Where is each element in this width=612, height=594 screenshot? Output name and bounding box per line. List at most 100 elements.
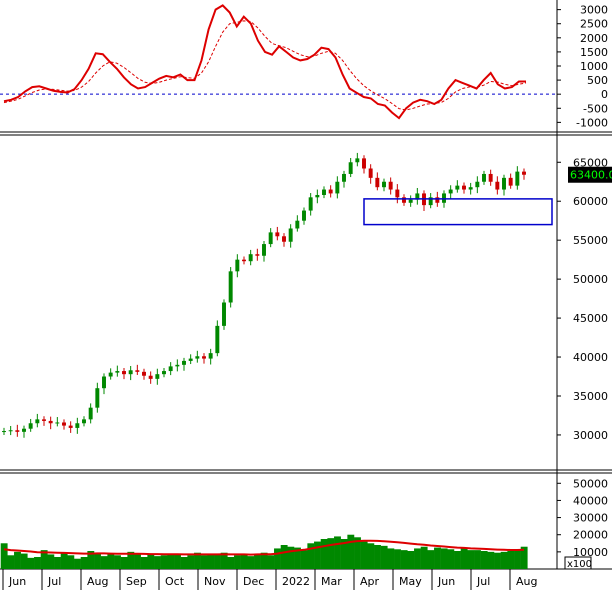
candle-body — [48, 420, 53, 424]
volume-bar — [140, 557, 148, 569]
candle-body — [475, 181, 480, 188]
volume-bar — [327, 538, 335, 569]
candle-body — [135, 370, 140, 372]
volume-bar — [214, 553, 221, 569]
candle-body — [162, 371, 166, 375]
candle-body — [468, 187, 473, 190]
candle-body — [402, 197, 406, 203]
oscillator-y-tick-label: 0 — [601, 88, 608, 101]
candle-body — [248, 254, 253, 262]
candle-body — [108, 372, 113, 377]
volume-bar — [280, 545, 288, 569]
candle-body — [115, 371, 120, 373]
candle-body — [215, 325, 220, 354]
volume-bar — [494, 552, 501, 569]
volume-bar — [434, 547, 441, 569]
volume-bar — [354, 537, 361, 569]
oscillator-signal-line — [3, 20, 527, 111]
price-y-tick-label: 30000 — [573, 429, 608, 442]
volume-bar — [127, 551, 135, 569]
candle-body — [315, 194, 320, 198]
candle-body — [502, 177, 506, 190]
candle-body — [68, 425, 73, 428]
volume-bar — [187, 555, 195, 569]
candle-body — [388, 181, 393, 190]
x-tick-label: Dec — [243, 575, 264, 588]
candle-body — [288, 228, 293, 242]
volume-bar — [320, 539, 328, 569]
candle-body — [155, 374, 160, 379]
volume-bar — [47, 554, 55, 569]
last-price-label: 63400.00 — [570, 169, 612, 182]
candle-body — [435, 197, 440, 203]
oscillator-y-tick-label: -500 — [583, 102, 608, 115]
candle-body — [428, 197, 433, 206]
volume-bar — [387, 548, 395, 569]
volume-bar — [120, 557, 128, 569]
volume-bar — [220, 552, 228, 569]
x-tick-label: Oct — [165, 575, 185, 588]
volume-bar — [74, 558, 81, 569]
candle-body — [342, 173, 346, 182]
candle-body — [188, 358, 193, 361]
oscillator-y-tick-label: 2500 — [580, 18, 608, 31]
oscillator-y-tick-label: 1500 — [580, 46, 608, 59]
candle-body — [142, 371, 146, 376]
volume-bar — [374, 545, 381, 569]
volume-bar — [240, 553, 248, 569]
volume-bar — [154, 556, 161, 569]
oscillator-line — [3, 4, 526, 120]
candle-body — [242, 259, 246, 262]
volume-bar — [440, 548, 448, 569]
volume-bar — [500, 551, 508, 569]
volume-bar — [380, 545, 388, 569]
candle-body — [522, 171, 526, 175]
volume-bar — [247, 556, 255, 569]
candle-body — [462, 185, 466, 190]
volume-bar — [360, 541, 368, 569]
candle-body — [228, 271, 233, 303]
volume-y-tick-label: 50000 — [573, 477, 608, 490]
x-tick-label: Jun — [8, 575, 26, 588]
volume-unit-box — [564, 556, 592, 570]
candle-body — [415, 193, 420, 200]
candle-body — [335, 181, 340, 194]
volume-bar — [427, 550, 435, 569]
support-box — [363, 198, 553, 226]
volume-bar — [467, 550, 475, 569]
candle-body — [88, 407, 93, 420]
volume-bar — [367, 543, 375, 569]
candle-body — [62, 422, 66, 426]
candle-body — [15, 430, 20, 432]
volume-bar — [147, 554, 155, 569]
volume-bar — [480, 551, 488, 569]
x-tick-label: 2022 — [282, 575, 310, 588]
volume-bar — [334, 536, 341, 569]
volume-bar — [287, 546, 295, 569]
volume-bar — [474, 550, 481, 569]
x-tick-label: Jul — [47, 575, 61, 588]
candle-body — [375, 177, 380, 188]
candle-body — [268, 232, 273, 245]
volume-bar — [94, 553, 101, 569]
candle-body — [488, 173, 493, 182]
candle-body — [302, 210, 306, 221]
candle-body — [202, 356, 206, 359]
x-tick-label: Nov — [204, 575, 226, 588]
volume-bar — [307, 543, 315, 569]
candle-body — [82, 419, 86, 424]
candle-body — [262, 244, 266, 256]
candle-body — [455, 185, 460, 190]
volume-bar — [14, 551, 21, 569]
candle-body — [322, 189, 326, 195]
volume-bar — [180, 557, 188, 569]
x-tick-label: Jun — [437, 575, 455, 588]
candle-body — [508, 177, 513, 186]
candle-body — [2, 431, 6, 433]
price-y-tick-label: 55000 — [573, 234, 608, 247]
volume-y-tick-label: 10000 — [573, 546, 608, 559]
volume-bar — [27, 557, 35, 569]
candle-body — [195, 356, 200, 359]
volume-bar — [234, 555, 241, 569]
